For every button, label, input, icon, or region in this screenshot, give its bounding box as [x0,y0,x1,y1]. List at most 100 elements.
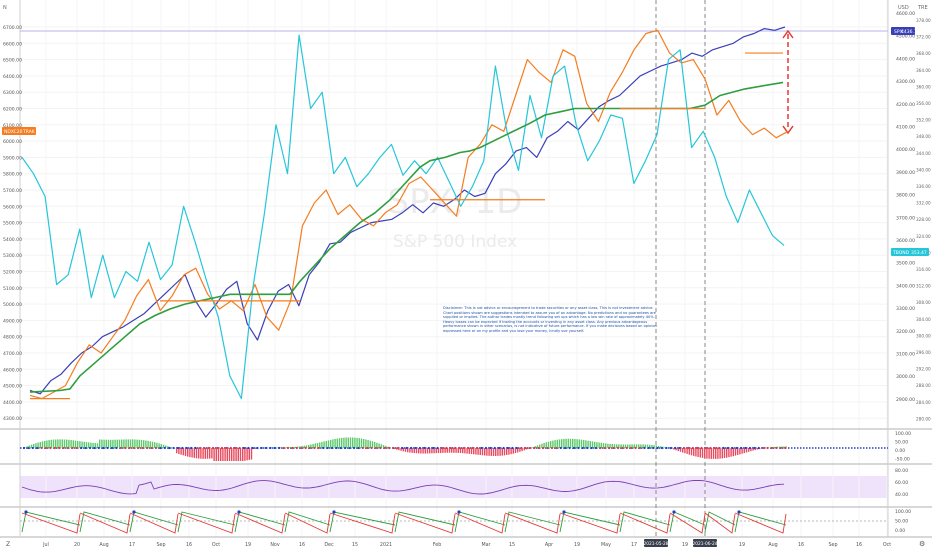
series-line-ndx[interactable] [29,29,789,400]
osc1-bar [396,448,398,450]
left-axis-tick: 5800.00 [3,172,22,178]
osc1-bar [308,445,310,448]
osc1-bar [739,448,741,455]
osc1-bar [180,448,182,455]
osc1-dot [423,446,426,450]
osc1-bar [761,448,763,449]
left-axis-tick: 6300.00 [3,90,22,96]
osc1-bar [609,443,611,448]
osc1-dot [753,446,756,450]
left-axis-tick: 6400.00 [3,74,22,80]
series-line-sma[interactable] [29,81,784,393]
osc1-bar [187,448,189,457]
left-axis-tick: 5200.00 [3,270,22,276]
osc1-bar [565,438,567,448]
osc1-bar [686,448,688,454]
osc1-dot [704,446,708,450]
stoch-signal-dot [562,510,566,514]
osc1-bar [649,444,651,448]
left-price-axis[interactable]: 6700.00 6600.00 6500.00 6400.00 6300.00 6200.… [3,25,22,422]
axis-corner-left[interactable]: Z [6,541,10,548]
osc1-pane[interactable] [20,430,888,462]
right-axis-tick: 4000.00 [896,147,915,153]
series-line-tbond[interactable] [21,34,785,400]
left-axis-tick: 6700.00 [3,25,22,31]
osc1-bar [470,448,473,454]
osc1-bar [695,448,697,457]
osc1-dot [744,446,747,450]
secondary-axis-tick: 364.00 [916,68,931,73]
osc1-dot [476,446,479,450]
right-secondary-axis[interactable]: 378.00 372.00 368.00 364.00 360.00 356.00 352.… [916,18,931,421]
osc1-dot [27,446,30,450]
axis-settings-icon[interactable]: ⚙ [919,540,925,548]
osc1-axis-tick: -50.00 [895,457,910,463]
osc1-bar [644,444,646,448]
osc1-dot [440,446,444,450]
osc1-dot [88,446,92,450]
osc1-bar [167,446,169,448]
osc1-bar [486,448,488,456]
time-axis-label: 19 [245,542,251,548]
osc1-bar [442,448,444,453]
stoch-signal-dot [237,510,241,514]
osc1-bar [578,439,580,448]
osc1-bar [233,448,235,461]
osc1-bar [365,439,367,448]
rsi-line[interactable] [21,479,785,495]
osc1-dot [128,446,131,450]
osc1-bar [382,445,385,448]
secondary-axis-tick: 378.00 [916,18,931,23]
osc1-bar [92,442,94,448]
osc1-dot [700,446,703,450]
osc1-bar [347,437,349,448]
osc1-bar [543,443,545,448]
osc1-dot [251,446,254,450]
osc1-bar [715,448,717,459]
series-line-spx[interactable] [29,26,786,395]
osc1-dot [229,446,232,450]
oscillator-axes[interactable]: 100.00 50.00 0.00 -50.00 80.00 60.00 40.00 100.… [895,431,911,534]
left-price-badge: NDXC20 TRAK [2,127,36,135]
tbond-price-badge: TBOND 353.47 [891,248,929,256]
osc1-bar [426,448,429,454]
osc1-dot [198,446,202,450]
time-axis-label: 16 [299,542,305,548]
left-axis-tick: 5100.00 [3,286,22,292]
left-axis-tick: 4300.00 [3,416,22,422]
osc1-bar [160,444,162,448]
osc1-bar [611,444,613,448]
osc1-bar [631,444,633,448]
osc1-bar [651,445,653,448]
osc1-bar [143,440,145,448]
osc1-bar [785,446,787,448]
osc1-bar [52,439,55,448]
osc1-bar [473,448,475,455]
time-axis[interactable]: Jul 20 Aug 17 Sep 16 Oct 19 Nov 16 Dec 15 2021 Feb Mar… [42,539,891,548]
stoch-signal-dot [332,510,336,514]
osc1-bar [246,448,248,461]
osc1-dot [137,446,140,450]
osc1-dot [295,446,298,450]
osc1-bar [642,444,644,448]
osc1-bar [499,448,501,456]
projection-arrow-bottom [782,125,794,135]
osc1-dot [577,446,580,450]
osc1-bar [330,439,332,448]
osc1-bar [732,448,734,457]
stoch-signal-dot [457,510,461,514]
osc1-bar [182,448,184,456]
osc1-dot [638,446,642,450]
osc1-dot [304,446,307,450]
osc1-dot [594,446,598,450]
osc1-dot [348,446,351,450]
osc1-dot [599,446,602,450]
right-price-axis[interactable]: 4600.00 4500.00 4400.00 4300.00 4200.00 4100.… [896,11,915,403]
secondary-axis-tick: 284.00 [916,400,931,405]
osc1-dot [313,446,316,450]
time-axis-label: 20 [74,542,80,548]
left-badge-value: TRAK [22,129,36,135]
osc1-bar [66,439,68,448]
left-axis-tick: 5000.00 [3,302,22,308]
stoch-d-line [559,512,621,534]
